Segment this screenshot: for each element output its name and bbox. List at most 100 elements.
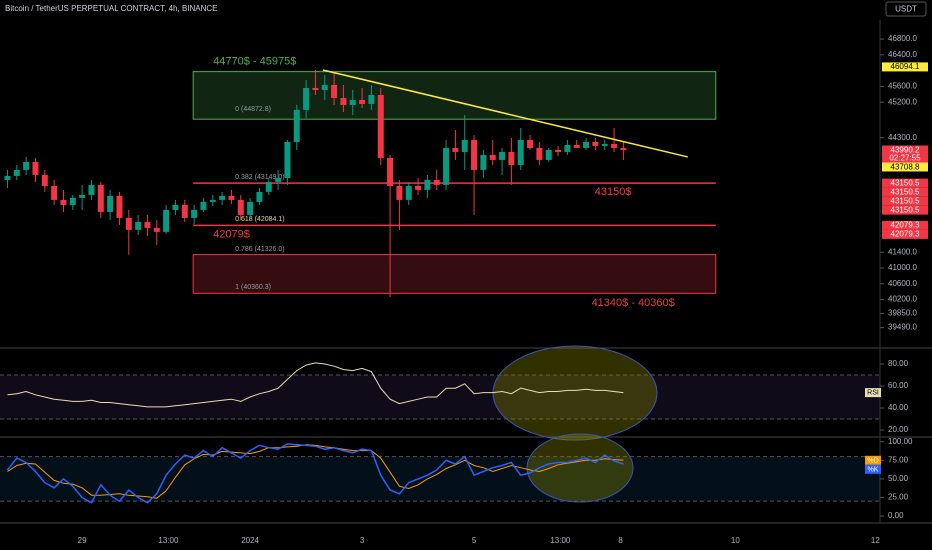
candle-body xyxy=(312,87,319,90)
candle-body xyxy=(321,85,328,90)
candle-body xyxy=(144,221,151,228)
price-tag-label: 42079.3 xyxy=(891,230,920,239)
y-tick-label: 45600.0 xyxy=(888,82,917,91)
candle-body xyxy=(135,221,142,230)
candle-body xyxy=(620,147,627,150)
candle-body xyxy=(172,204,179,210)
y-tick-label: 40200.0 xyxy=(888,295,917,304)
currency-label[interactable]: USDT xyxy=(895,5,917,14)
candle-body xyxy=(480,154,487,170)
candle-body xyxy=(331,85,338,98)
price-tag xyxy=(882,229,928,239)
legend-label: RSI xyxy=(867,390,879,397)
candle-body xyxy=(69,197,76,205)
y-tick-label: 39490.0 xyxy=(888,323,917,332)
price-tag xyxy=(882,196,928,206)
y-tick-label: 60.00 xyxy=(888,381,909,390)
price-zone xyxy=(192,254,717,294)
price-tag xyxy=(882,178,928,188)
price-zone xyxy=(192,71,717,120)
indicator-line xyxy=(6,443,624,504)
candle-body xyxy=(256,191,263,202)
candle-body xyxy=(88,184,95,195)
price-tag-label: 46094.1 xyxy=(891,62,920,71)
y-tick-label: 100.00 xyxy=(888,437,913,446)
candle-body xyxy=(181,204,188,218)
candle-body xyxy=(107,195,114,212)
highlight-ellipse xyxy=(526,433,634,503)
series-tag xyxy=(865,455,881,465)
candle-body xyxy=(601,143,608,146)
price-tag xyxy=(882,205,928,215)
zone-label: 41340$ - 40360$ xyxy=(592,297,675,309)
price-tag-label: 43150.5 xyxy=(891,205,920,214)
x-tick-label: 29 xyxy=(78,536,87,545)
candle-body xyxy=(527,139,534,148)
candle-body xyxy=(396,185,403,200)
candle-body xyxy=(349,99,356,105)
legend-label: %D xyxy=(867,457,878,464)
price-tag-label: 43990.2 xyxy=(891,145,920,154)
candle-body xyxy=(461,139,468,152)
fib-label: 0.786 (41326.0) xyxy=(235,246,284,253)
candle-body xyxy=(97,184,104,212)
candle-body xyxy=(200,201,207,210)
level-label: 42079$ xyxy=(213,228,250,240)
candle-body xyxy=(265,181,272,192)
price-tag-label: 43150.5 xyxy=(891,187,920,196)
candle-body xyxy=(452,147,459,152)
y-tick-label: 45200.0 xyxy=(888,97,917,106)
series-tag xyxy=(865,388,881,398)
candle-body xyxy=(424,179,431,190)
fib-label: 0.382 (43149.0) xyxy=(235,174,284,181)
y-tick-label: 0.00 xyxy=(888,511,904,520)
fib-label: 0 (44872.8) xyxy=(235,106,271,113)
candle-body xyxy=(79,194,86,198)
candle-body xyxy=(4,175,11,180)
indicator-band xyxy=(0,456,880,502)
y-tick-label: 41400.0 xyxy=(888,247,917,256)
candle-body xyxy=(499,151,506,160)
x-tick-label: 10 xyxy=(731,536,740,545)
x-tick-label: 5 xyxy=(472,536,477,545)
candle-body xyxy=(387,157,394,186)
x-tick-label: 13:00 xyxy=(550,536,571,545)
candle-body xyxy=(275,177,282,182)
x-tick-label: 13:00 xyxy=(158,536,179,545)
candle-body xyxy=(32,161,39,175)
candle-body xyxy=(303,87,310,110)
indicator-band xyxy=(0,374,880,420)
fib-label: 0.618 (42084.1) xyxy=(235,216,284,223)
highlight-ellipse xyxy=(492,345,658,441)
y-tick-label: 46800.0 xyxy=(888,34,917,43)
candle-body xyxy=(433,179,440,185)
y-tick-label: 44300.0 xyxy=(888,133,917,142)
candle-body xyxy=(359,99,366,104)
candle-body xyxy=(555,149,562,152)
candle-body xyxy=(340,97,347,105)
price-tag-label: 42079.3 xyxy=(891,221,920,230)
candle-body xyxy=(209,199,216,202)
candle-body xyxy=(545,149,552,160)
price-tag xyxy=(882,145,928,163)
y-tick-label: 40600.0 xyxy=(888,279,917,288)
candle-body xyxy=(237,199,244,215)
y-tick-label: 80.00 xyxy=(888,359,909,368)
currency-button[interactable] xyxy=(885,1,927,17)
candle-body xyxy=(23,161,30,170)
y-tick-label: 25.00 xyxy=(888,493,909,502)
x-tick-label: 12 xyxy=(871,536,880,545)
candle-body xyxy=(564,144,571,152)
x-tick-label: 8 xyxy=(618,536,623,545)
candle-body xyxy=(125,217,132,230)
y-tick-label: 20.00 xyxy=(888,425,909,434)
candle-body xyxy=(163,209,170,232)
chart-title: Bitcoin / TetherUS PERPETUAL CONTRACT, 4… xyxy=(5,4,218,13)
price-tag xyxy=(882,187,928,197)
candle-body xyxy=(415,185,422,190)
price-tag-label: 43150.5 xyxy=(891,196,920,205)
countdown: 02:27:55 xyxy=(889,153,921,162)
candle-body xyxy=(13,169,20,176)
